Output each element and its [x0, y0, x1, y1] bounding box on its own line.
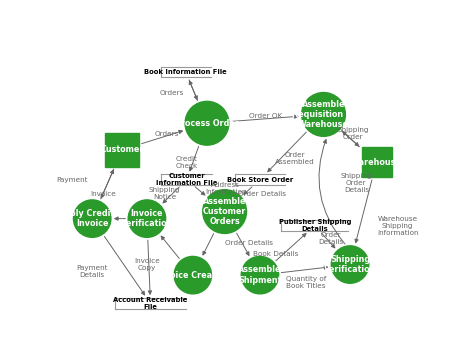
- Text: Assemble
Requisition to
Warehouse: Assemble Requisition to Warehouse: [292, 100, 355, 129]
- Text: Invoice Creation: Invoice Creation: [156, 271, 230, 279]
- Text: Book Details: Book Details: [253, 251, 299, 257]
- Circle shape: [174, 256, 211, 294]
- Text: Quantity of
Book Titles: Quantity of Book Titles: [286, 276, 326, 289]
- Text: Process Order: Process Order: [175, 119, 239, 128]
- Circle shape: [331, 246, 369, 283]
- Circle shape: [73, 200, 111, 237]
- Bar: [105, 133, 139, 167]
- Circle shape: [185, 101, 229, 145]
- Text: Customer
Information File: Customer Information File: [156, 173, 217, 186]
- Text: Shipping
Order
Details: Shipping Order Details: [341, 173, 372, 193]
- Text: Book Store Order: Book Store Order: [227, 177, 293, 183]
- Text: Assemble
Shipment: Assemble Shipment: [238, 266, 282, 285]
- Text: Order Details: Order Details: [238, 191, 286, 197]
- Text: Address
Information: Address Information: [205, 182, 246, 195]
- Circle shape: [128, 200, 165, 237]
- Text: Shipping
Verification: Shipping Verification: [324, 255, 376, 274]
- Text: Orders: Orders: [159, 90, 184, 96]
- Text: Order Details: Order Details: [225, 240, 273, 246]
- Text: Order OK: Order OK: [249, 113, 282, 119]
- Text: Payment: Payment: [56, 177, 87, 183]
- Text: Apply Credit to
Invoice: Apply Credit to Invoice: [58, 209, 126, 228]
- Text: Invoice: Invoice: [90, 191, 116, 197]
- Circle shape: [301, 93, 346, 136]
- Text: Payment
Details: Payment Details: [76, 265, 108, 278]
- Text: Invoice
Copy: Invoice Copy: [134, 258, 160, 271]
- Text: Warehouse: Warehouse: [351, 158, 402, 167]
- Text: Shipping
Notice: Shipping Notice: [149, 187, 180, 200]
- Text: Book Information File: Book Information File: [145, 69, 227, 75]
- Text: Publisher Shipping
Details: Publisher Shipping Details: [279, 219, 351, 232]
- Text: Shipping
Order: Shipping Order: [337, 127, 369, 140]
- Text: Account Receivable
File: Account Receivable File: [113, 297, 188, 310]
- Circle shape: [203, 190, 246, 234]
- Text: Invoice
Verification: Invoice Verification: [121, 209, 173, 228]
- Circle shape: [241, 256, 279, 294]
- Text: Customer: Customer: [100, 145, 144, 154]
- Text: Orders: Orders: [154, 131, 179, 137]
- Bar: [362, 147, 392, 177]
- Text: Warehouse
Shipping
Information: Warehouse Shipping Information: [377, 216, 419, 236]
- Text: Order
Details: Order Details: [318, 231, 343, 245]
- Text: Assemble
Customer
Orders: Assemble Customer Orders: [203, 197, 246, 226]
- Text: Order
Assembled: Order Assembled: [275, 152, 315, 165]
- Text: Credit
Check: Credit Check: [176, 156, 198, 169]
